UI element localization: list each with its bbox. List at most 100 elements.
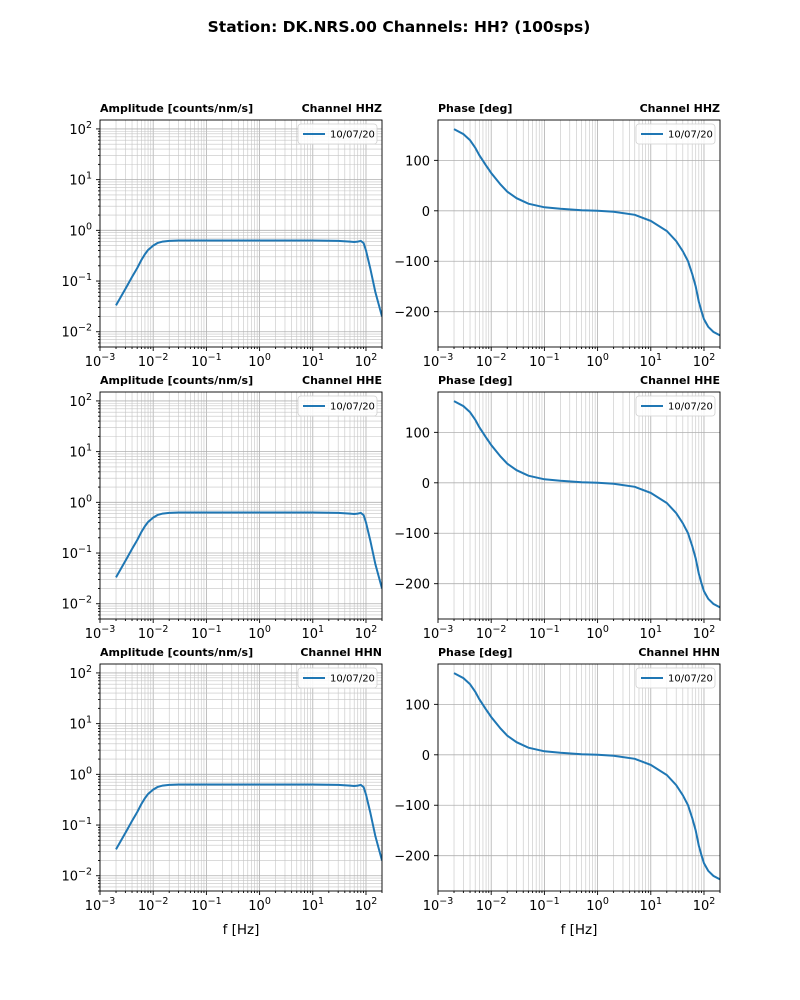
x-tick-label: 100 bbox=[586, 896, 609, 914]
legend-entry: 10/07/20 bbox=[330, 674, 375, 685]
legend-entry: 10/07/20 bbox=[668, 674, 713, 685]
y-tick-label: 100 bbox=[405, 426, 430, 441]
axes-frame bbox=[99, 391, 383, 620]
y-tick-label: −100 bbox=[394, 255, 430, 270]
response-curve bbox=[115, 783, 382, 861]
x-tick-label: 101 bbox=[639, 352, 662, 370]
x-tick-label: 10−1 bbox=[529, 352, 560, 370]
x-tick-label: 10−2 bbox=[138, 896, 169, 914]
axes-frame bbox=[437, 391, 721, 620]
response-curve bbox=[115, 511, 382, 589]
response-curve bbox=[115, 239, 382, 317]
x-tick-label: 10−2 bbox=[138, 624, 169, 642]
x-tick-label: 100 bbox=[248, 896, 271, 914]
response-curve bbox=[453, 128, 720, 337]
x-tick-label: 101 bbox=[639, 896, 662, 914]
legend-entry: 10/07/20 bbox=[668, 130, 713, 141]
y-tick-label: 10−2 bbox=[61, 595, 92, 613]
x-tick-label: 101 bbox=[301, 624, 324, 642]
y-tick-label: 100 bbox=[69, 765, 92, 783]
y-tick-label: 100 bbox=[69, 221, 92, 239]
x-tick-label: 10−1 bbox=[529, 624, 560, 642]
legend-frame bbox=[297, 395, 378, 417]
y-tick-label: 10−2 bbox=[61, 323, 92, 341]
x-tick-label: 101 bbox=[639, 624, 662, 642]
panel-ylabel: Amplitude [counts/nm/s] bbox=[100, 374, 253, 387]
y-tick-label: −200 bbox=[394, 306, 430, 321]
axes-frame bbox=[437, 663, 721, 892]
y-tick-label: −100 bbox=[394, 527, 430, 542]
y-tick-label: 10−1 bbox=[61, 272, 92, 290]
legend: 10/07/20 bbox=[297, 395, 378, 417]
panel-channel-label: Channel HHN bbox=[638, 646, 720, 659]
x-tick-label: 102 bbox=[355, 896, 378, 914]
legend: 10/07/20 bbox=[297, 667, 378, 689]
legend-frame bbox=[297, 123, 378, 145]
x-tick-label: 10−2 bbox=[476, 896, 507, 914]
legend-entry: 10/07/20 bbox=[330, 130, 375, 141]
x-tick-label: 100 bbox=[248, 352, 271, 370]
legend: 10/07/20 bbox=[635, 667, 716, 689]
x-tick-label: 10−3 bbox=[423, 624, 454, 642]
x-tick-label: 102 bbox=[693, 896, 716, 914]
y-tick-label: 0 bbox=[422, 477, 430, 492]
y-tick-label: 102 bbox=[69, 664, 92, 682]
x-tick-label: 102 bbox=[355, 624, 378, 642]
x-tick-label: 10−1 bbox=[529, 896, 560, 914]
panel-channel-label: Channel HHE bbox=[640, 374, 720, 387]
x-tick-label: 100 bbox=[586, 352, 609, 370]
legend: 10/07/20 bbox=[635, 123, 716, 145]
y-tick-label: −200 bbox=[394, 850, 430, 865]
panel-phase-hhe: 10−3 10−2 10−1 100 101 102 100 0 −100 −200 Phase [… bbox=[394, 374, 721, 642]
x-tick-label: 10−3 bbox=[85, 352, 116, 370]
x-axis-label: f [Hz] bbox=[561, 922, 598, 938]
legend: 10/07/20 bbox=[297, 123, 378, 145]
panel-ylabel: Phase [deg] bbox=[438, 374, 512, 387]
y-tick-label: 10−1 bbox=[61, 816, 92, 834]
panel-ylabel: Phase [deg] bbox=[438, 102, 512, 115]
y-tick-label: 10−1 bbox=[61, 544, 92, 562]
x-tick-label: 10−3 bbox=[423, 896, 454, 914]
x-tick-label: 10−2 bbox=[138, 352, 169, 370]
x-axis-label: f [Hz] bbox=[223, 922, 260, 938]
panel-channel-label: Channel HHE bbox=[302, 374, 382, 387]
axes-frame bbox=[99, 663, 383, 892]
y-tick-label: 101 bbox=[69, 443, 92, 461]
x-tick-label: 102 bbox=[693, 352, 716, 370]
x-tick-label: 101 bbox=[301, 352, 324, 370]
legend-entry: 10/07/20 bbox=[330, 402, 375, 413]
x-tick-label: 100 bbox=[248, 624, 271, 642]
panel-channel-label: Channel HHN bbox=[300, 646, 382, 659]
panel-ylabel: Amplitude [counts/nm/s] bbox=[100, 102, 253, 115]
response-curve bbox=[453, 672, 720, 881]
legend-entry: 10/07/20 bbox=[668, 402, 713, 413]
response-curve bbox=[453, 400, 720, 609]
axes-frame bbox=[437, 119, 721, 348]
panel-channel-label: Channel HHZ bbox=[302, 102, 382, 115]
y-tick-label: 101 bbox=[69, 715, 92, 733]
panel-amplitude-hhz: 10−3 10−2 10−1 100 101 102 10−2 10−1 100 101 102 Am… bbox=[61, 102, 383, 370]
x-tick-label: 10−1 bbox=[191, 352, 222, 370]
y-tick-label: 0 bbox=[422, 205, 430, 220]
panel-amplitude-hhe: 10−3 10−2 10−1 100 101 102 10−2 10−1 100 101 102 Am… bbox=[61, 374, 383, 642]
x-tick-label: 10−1 bbox=[191, 896, 222, 914]
x-tick-label: 10−3 bbox=[85, 624, 116, 642]
x-tick-label: 10−1 bbox=[191, 624, 222, 642]
x-tick-label: 10−3 bbox=[85, 896, 116, 914]
x-tick-label: 10−3 bbox=[423, 352, 454, 370]
panel-channel-label: Channel HHZ bbox=[640, 102, 720, 115]
y-tick-label: −200 bbox=[394, 578, 430, 593]
x-tick-label: 100 bbox=[586, 624, 609, 642]
x-tick-label: 102 bbox=[693, 624, 716, 642]
legend-frame bbox=[635, 395, 716, 417]
panels-container: 10−3 10−2 10−1 100 101 102 10−2 10−1 100 101 102 Am… bbox=[61, 102, 721, 938]
legend-frame bbox=[297, 667, 378, 689]
y-tick-label: −100 bbox=[394, 799, 430, 814]
legend-frame bbox=[635, 667, 716, 689]
y-tick-label: 10−2 bbox=[61, 867, 92, 885]
panel-phase-hhn: 10−3 10−2 10−1 100 101 102 100 0 −100 −200 Phase [… bbox=[394, 646, 721, 938]
legend: 10/07/20 bbox=[635, 395, 716, 417]
axes-frame bbox=[99, 119, 383, 348]
y-tick-label: 100 bbox=[405, 698, 430, 713]
